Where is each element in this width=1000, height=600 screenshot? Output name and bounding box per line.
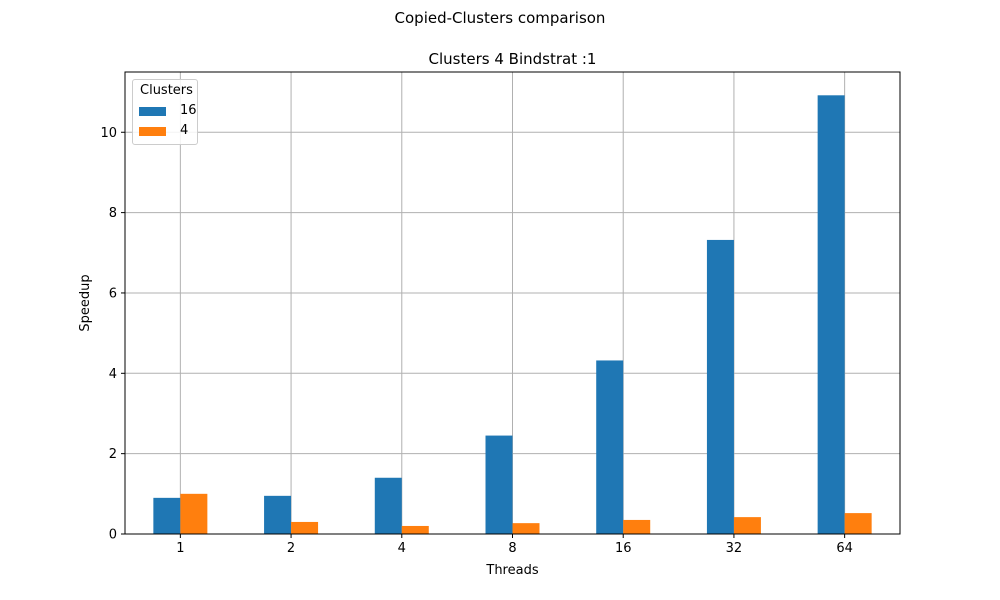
- legend-label-4: 4: [180, 123, 189, 138]
- bar-series-16-threads-32: [706, 239, 734, 535]
- bar-series-4-threads-8: [512, 523, 540, 534]
- x-tick-label: 2: [287, 541, 295, 556]
- x-tick-label: 16: [615, 541, 632, 556]
- bar-series-16-threads-4: [374, 477, 402, 534]
- legend-swatch-16: [139, 107, 166, 116]
- bar-series-16-threads-16: [596, 360, 624, 534]
- y-tick-label: 8: [109, 206, 117, 221]
- y-axis-label: Speedup: [78, 274, 93, 331]
- x-tick-label: 8: [508, 541, 516, 556]
- bar-series-4-threads-16: [623, 519, 651, 534]
- chart-title: Clusters 4 Bindstrat :1: [429, 50, 597, 68]
- y-tick-label: 6: [109, 286, 117, 301]
- bar-series-16-threads-1: [153, 497, 181, 534]
- x-tick-label: 1: [176, 541, 184, 556]
- bar-series-4-threads-2: [291, 521, 319, 534]
- axis-ticks: 1 2 4 8 16 32 64 0 2 4 6 8 10: [100, 126, 852, 556]
- x-tick-label: 64: [836, 541, 853, 556]
- bar-series-4-threads-4: [401, 525, 429, 534]
- bar-series-16-threads-2: [264, 495, 292, 534]
- y-tick-label: 4: [109, 367, 117, 382]
- bars: [153, 95, 872, 535]
- y-tick-label: 0: [109, 528, 117, 543]
- y-tick-label: 2: [109, 447, 117, 462]
- y-tick-label: 10: [100, 126, 117, 141]
- bar-series-4-threads-64: [844, 513, 872, 534]
- bar-series-16-threads-8: [485, 435, 513, 534]
- x-tick-label: 32: [726, 541, 743, 556]
- figure-suptitle: Copied-Clusters comparison: [394, 9, 606, 27]
- legend: Clusters 16 4: [132, 79, 198, 145]
- legend-title: Clusters: [140, 83, 193, 98]
- bar-series-4-threads-32: [733, 517, 761, 534]
- legend-label-16: 16: [180, 103, 197, 118]
- x-axis-label: Threads: [485, 563, 538, 578]
- legend-swatch-4: [139, 127, 166, 136]
- bar-series-16-threads-64: [817, 95, 845, 534]
- bar-series-4-threads-1: [180, 493, 208, 534]
- x-tick-label: 4: [398, 541, 406, 556]
